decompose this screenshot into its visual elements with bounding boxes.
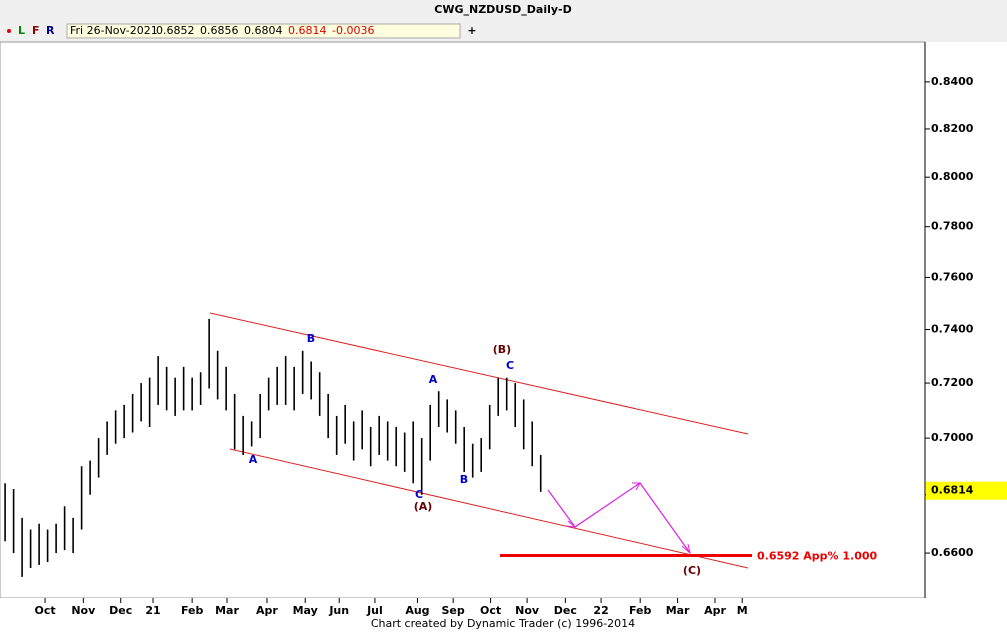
y-tick-label: 0.7000 — [931, 431, 974, 444]
x-tick-label: Apr — [704, 604, 726, 617]
channel-lower — [229, 448, 749, 569]
y-tick-label: 0.7600 — [931, 270, 974, 283]
x-tick-label: Dec — [554, 604, 577, 617]
info-box — [66, 23, 461, 39]
x-tick-label: May — [293, 604, 318, 617]
x-tick-label: M — [737, 604, 748, 617]
x-tick-label: Feb — [181, 604, 204, 617]
y-tick-label: 0.7200 — [931, 376, 974, 389]
footer: Chart created by Dynamic Trader (c) 1996… — [371, 617, 635, 630]
wave-label: (C) — [683, 564, 701, 577]
x-tick-label: Oct — [34, 604, 55, 617]
toolbar-change: -0.0036 — [332, 24, 374, 37]
x-tick-label: Sep — [442, 604, 465, 617]
toolbar-low: 0.6804 — [244, 24, 283, 37]
projection-arrow — [547, 482, 691, 554]
x-tick-label: Nov — [515, 604, 540, 617]
x-tick-label: Oct — [480, 604, 501, 617]
y-tick-label: 0.8000 — [931, 170, 974, 183]
toolbar-close: 0.6814 — [288, 24, 327, 37]
x-tick-label: Jun — [328, 604, 349, 617]
x-tick-label: Aug — [405, 604, 429, 617]
y-tick-label: 0.6600 — [931, 546, 974, 559]
wave-label: (B) — [493, 343, 511, 356]
chart-title: CWG_NZDUSD_Daily-D — [434, 3, 572, 16]
x-tick-label: Dec — [109, 604, 132, 617]
toolbar-date: Fri 26-Nov-2021 — [70, 24, 158, 37]
wave-label: B — [460, 473, 468, 486]
wave-label: (A) — [414, 500, 433, 513]
toolbar-flag: F — [32, 24, 40, 37]
last-price-box — [926, 481, 1007, 500]
x-tick-label: Apr — [256, 604, 278, 617]
toolbar-high: 0.6856 — [200, 24, 239, 37]
toolbar-button: + — [467, 24, 476, 37]
wave-label: B — [307, 332, 315, 345]
wave-label: C — [506, 359, 514, 372]
status-dot — [7, 29, 11, 33]
x-axis-area — [0, 598, 1007, 632]
arrow-heads — [565, 482, 691, 555]
x-tick-label: 22 — [593, 604, 608, 617]
y-tick-label: 0.7800 — [931, 220, 974, 233]
toolbar-flag: L — [18, 24, 25, 37]
wave-label: A — [249, 453, 258, 466]
y-tick-label: 0.8200 — [931, 122, 974, 135]
x-tick-label: Feb — [629, 604, 652, 617]
toolbar-open: 0.6852 — [156, 24, 195, 37]
plot-area — [0, 41, 926, 599]
x-tick-label: 21 — [145, 604, 160, 617]
axis-area — [925, 42, 1007, 598]
x-tick-label: Jul — [366, 604, 383, 617]
wave-label: C — [415, 488, 423, 501]
y-tick-label: 0.8400 — [931, 75, 974, 88]
last-price-label: 0.6814 — [931, 484, 974, 497]
level-label: 0.6592 App% 1.000 — [757, 549, 878, 562]
wave-label: A — [429, 373, 438, 386]
x-tick-label: Mar — [215, 604, 239, 617]
channel-upper — [209, 312, 749, 435]
y-tick-label: 0.7400 — [931, 323, 974, 336]
toolbar-flag: R — [46, 24, 55, 37]
x-tick-label: Nov — [71, 604, 96, 617]
x-tick-label: Mar — [666, 604, 690, 617]
